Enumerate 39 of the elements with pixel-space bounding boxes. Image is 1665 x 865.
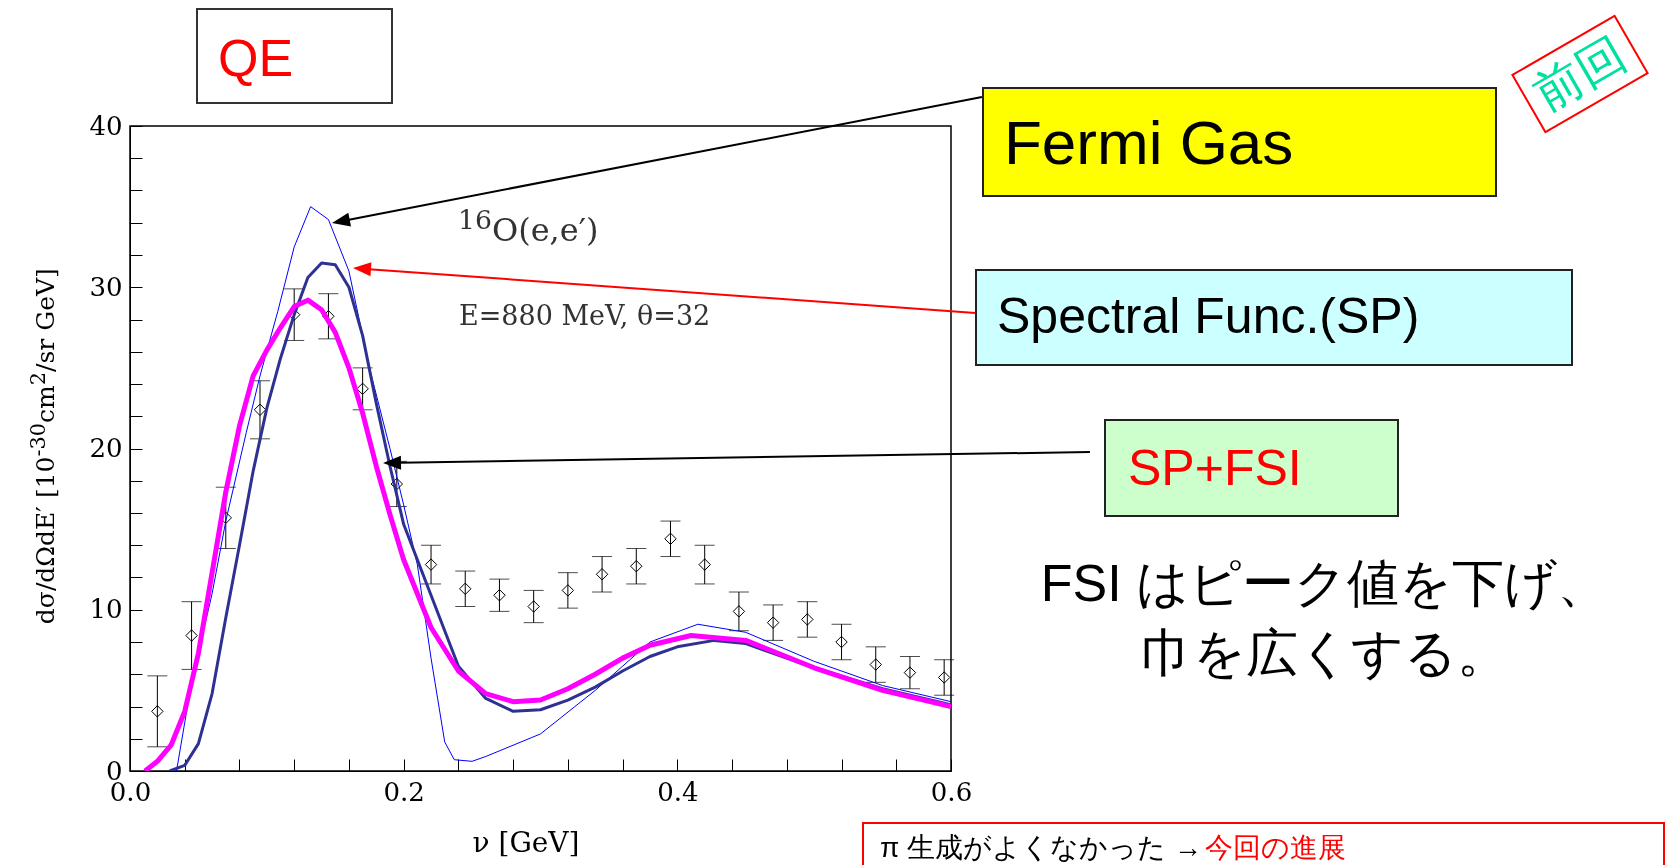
point: [459, 582, 472, 595]
text: 今回の進展: [1205, 831, 1346, 865]
point: [903, 666, 917, 679]
x-tick-label: 0.4: [657, 776, 699, 807]
text: Fermi Gas: [982, 87, 1497, 197]
y-tick-label: 40: [89, 110, 123, 141]
point: [801, 613, 814, 626]
point: [185, 629, 198, 642]
point: [390, 477, 404, 491]
text: π 生成がよくなかった →: [880, 831, 1202, 865]
point: [356, 382, 369, 396]
annotation: E=880 MeV, θ=32: [459, 300, 711, 331]
point: [493, 589, 506, 602]
point: [766, 616, 780, 629]
point: [595, 568, 609, 581]
y-tick-label: 30: [89, 271, 123, 302]
point: [732, 605, 746, 618]
text: FSI はピーク値を下げ、巾を広くする。: [1039, 553, 1611, 684]
point: [869, 658, 882, 671]
text: 前回: [1511, 14, 1649, 134]
point: [424, 558, 438, 571]
point: [561, 584, 575, 597]
point: [835, 635, 848, 649]
point: [527, 600, 540, 613]
x-axis-title: ν [GeV]: [471, 826, 581, 859]
point: [698, 558, 711, 571]
text: Spectral Func.(SP): [975, 269, 1573, 366]
x-tick-label: 0.2: [383, 776, 425, 807]
text: SP+FSI: [1104, 419, 1399, 517]
point: [937, 671, 951, 684]
point: [253, 403, 267, 416]
point: [630, 560, 643, 573]
point: [664, 532, 677, 545]
annotation: $^{16}$O(e,e′): [458, 204, 599, 249]
y-tick-label: 20: [89, 433, 123, 463]
text: QE: [196, 8, 393, 104]
y-tick-label: 10: [89, 594, 123, 625]
x-tick-label: 0.6: [930, 776, 973, 807]
point: [151, 705, 164, 718]
